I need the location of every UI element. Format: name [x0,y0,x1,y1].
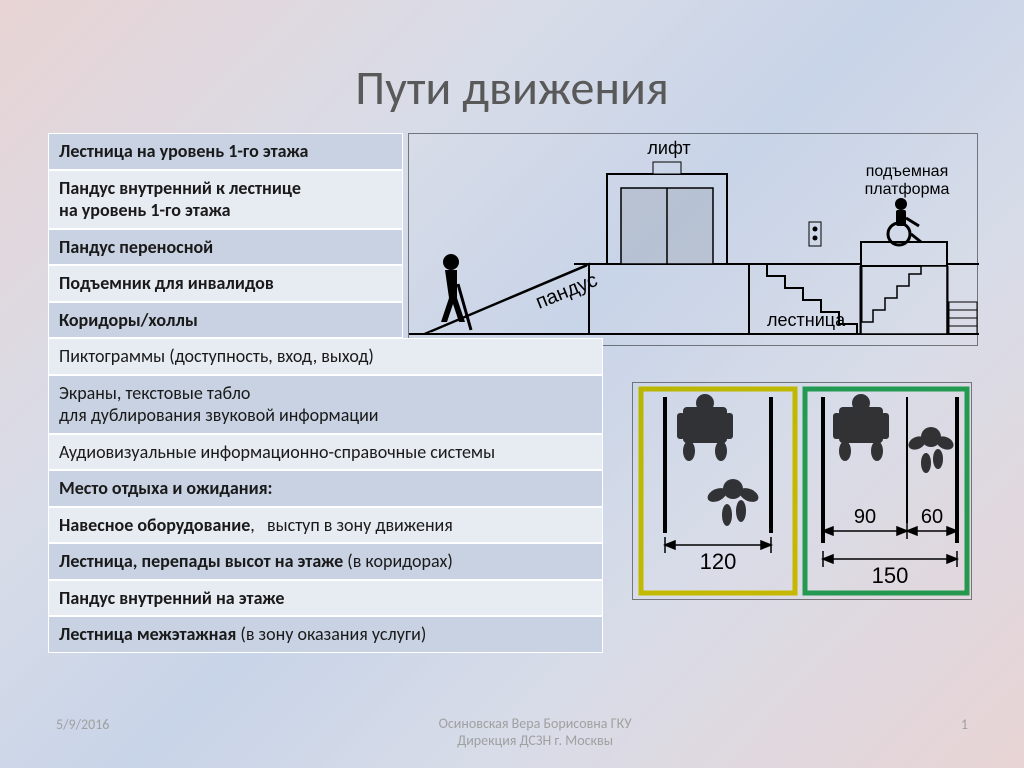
table-row: Экраны, текстовые таблодля дублирования … [48,375,603,434]
label-platform-1: подъемная [866,163,949,180]
dim-120-label: 120 [700,549,737,574]
table-row: Пандус внутренний к лестнице на уровень … [48,170,403,229]
footer-author: Осиновская Вера Борисовна ГКУ Дирекция Д… [109,716,961,750]
requirements-table: Лестница на уровень 1-го этажаПандус вну… [48,133,603,653]
corridor-width-diagram: 120 [632,382,972,600]
wheelchair-top-icon [677,394,733,461]
table-row: Лестница межэтажная (в зону оказания усл… [48,616,603,653]
dim-150-label: 150 [872,563,909,588]
table-row: Лестница, перепады высот на этаже (в кор… [48,543,603,580]
slide-title: Пути движения [0,0,1024,133]
platform-icon [861,198,977,334]
footer-page: 1 [961,716,968,750]
label-stairs: лестница [767,310,846,330]
dim-60-label: 60 [921,506,943,528]
slide-footer: 5/9/2016 Осиновская Вера Борисовна ГКУ Д… [0,716,1024,750]
table-row: Подъемник для инвалидов [48,265,403,302]
table-row: Аудиовизуальные информационно-справочные… [48,434,603,471]
person-top-icon [705,479,760,526]
table-row: Пандус переносной [48,229,403,266]
table-row: Навесное оборудование, выступ в зону дви… [48,507,603,544]
table-row: Коридоры/холлы [48,302,403,339]
table-row: Пиктограммы (доступность, вход, выход) [48,338,603,375]
table-row: Лестница на уровень 1-го этажа [48,133,403,170]
dim-90-label: 90 [854,506,876,528]
label-lift: лифт [647,138,690,158]
table-row: Место отдыха и ожидания: [48,470,603,507]
label-platform-2: платформа [865,181,950,198]
footer-date: 5/9/2016 [56,716,109,750]
table-row: Пандус внутренний на этаже [48,580,603,617]
